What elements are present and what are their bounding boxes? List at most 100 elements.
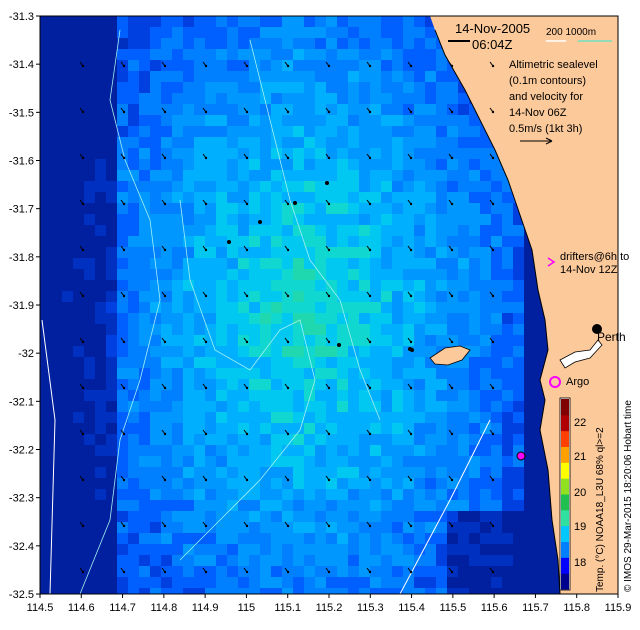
sst-pixel (326, 434, 337, 445)
sst-pixel (139, 148, 150, 159)
sst-pixel (414, 368, 425, 379)
sst-pixel (524, 588, 535, 594)
sst-pixel (183, 434, 194, 445)
sst-pixel (524, 335, 535, 346)
velocity-arrow-head (204, 202, 208, 206)
sst-pixel (205, 170, 216, 181)
x-tick-label: 114.9 (192, 602, 219, 614)
sst-pixel (172, 269, 183, 280)
sst-pixel (315, 412, 326, 423)
sst-pixel (425, 313, 436, 324)
sst-pixel (326, 82, 337, 93)
sst-pixel (227, 555, 238, 566)
sst-pixel (95, 170, 106, 181)
sst-pixel (403, 115, 414, 126)
sst-pixel (293, 60, 304, 71)
sst-pixel (95, 588, 106, 594)
sst-pixel (205, 456, 216, 467)
sst-pixel (469, 159, 480, 170)
sst-pixel (337, 203, 348, 214)
sst-pixel (205, 500, 216, 511)
sst-pixel (106, 137, 117, 148)
sst-pixel (271, 533, 282, 544)
sst-pixel (73, 489, 84, 500)
velocity-arrow-head (286, 64, 290, 68)
sst-pixel (95, 577, 106, 588)
sst-pixel (194, 148, 205, 159)
sst-pixel (326, 115, 337, 126)
sst-pixel (469, 313, 480, 324)
velocity-arrow-head (327, 294, 331, 298)
sst-pixel (150, 203, 161, 214)
sst-pixel (238, 533, 249, 544)
sst-pixel (40, 192, 51, 203)
sst-pixel (260, 324, 271, 335)
sst-pixel (73, 269, 84, 280)
sst-pixel (128, 247, 139, 258)
sst-pixel (128, 225, 139, 236)
sst-pixel (106, 104, 117, 115)
sst-pixel (403, 159, 414, 170)
sst-pixel (370, 27, 381, 38)
sst-pixel (128, 390, 139, 401)
sst-pixel (62, 467, 73, 478)
sst-pixel (381, 390, 392, 401)
sst-pixel (403, 137, 414, 148)
sst-pixel (513, 456, 524, 467)
sst-pixel (106, 280, 117, 291)
sst-pixel (161, 445, 172, 456)
velocity-arrow-head (286, 248, 290, 252)
sst-pixel (348, 346, 359, 357)
sst-pixel (304, 126, 315, 137)
sst-pixel (359, 335, 370, 346)
sst-pixel (403, 192, 414, 203)
sst-pixel (238, 148, 249, 159)
sst-pixel (106, 467, 117, 478)
altimetry-line-2: (0.1m contours) (509, 75, 586, 87)
sst-pixel (414, 302, 425, 313)
sst-pixel (480, 412, 491, 423)
sst-pixel (304, 368, 315, 379)
sst-pixel (139, 192, 150, 203)
sst-pixel (40, 159, 51, 170)
sst-pixel (337, 170, 348, 181)
sst-pixel (95, 192, 106, 203)
sst-pixel (62, 588, 73, 594)
sst-pixel (370, 269, 381, 280)
sst-pixel (513, 434, 524, 445)
sst-pixel (260, 588, 271, 594)
sst-pixel (502, 456, 513, 467)
sst-pixel (106, 588, 117, 594)
sst-pixel (139, 225, 150, 236)
sst-pixel (282, 214, 293, 225)
sst-pixel (337, 126, 348, 137)
sst-pixel (95, 269, 106, 280)
sst-pixel (337, 258, 348, 269)
sst-pixel (150, 159, 161, 170)
sst-pixel (51, 566, 62, 577)
sst-pixel (84, 335, 95, 346)
sst-pixel (293, 115, 304, 126)
sst-pixel (502, 258, 513, 269)
sst-pixel (293, 500, 304, 511)
sst-pixel (117, 434, 128, 445)
sst-pixel (139, 456, 150, 467)
sst-pixel (238, 247, 249, 258)
sst-pixel (117, 93, 128, 104)
sst-pixel (183, 71, 194, 82)
sst-pixel (260, 203, 271, 214)
sst-pixel (194, 104, 205, 115)
sst-pixel (436, 401, 447, 412)
sst-pixel (150, 280, 161, 291)
sst-pixel (238, 456, 249, 467)
y-axis: -31.3-31.4-31.5-31.6-31.7-31.8-31.9-32-3… (9, 11, 40, 601)
sst-pixel (40, 93, 51, 104)
sst-pixel (348, 203, 359, 214)
sst-pixel (436, 445, 447, 456)
sst-pixel (227, 236, 238, 247)
sst-pixel (304, 181, 315, 192)
sst-pixel (128, 522, 139, 533)
sst-pixel (238, 390, 249, 401)
sst-pixel (304, 82, 315, 93)
sst-pixel (194, 93, 205, 104)
